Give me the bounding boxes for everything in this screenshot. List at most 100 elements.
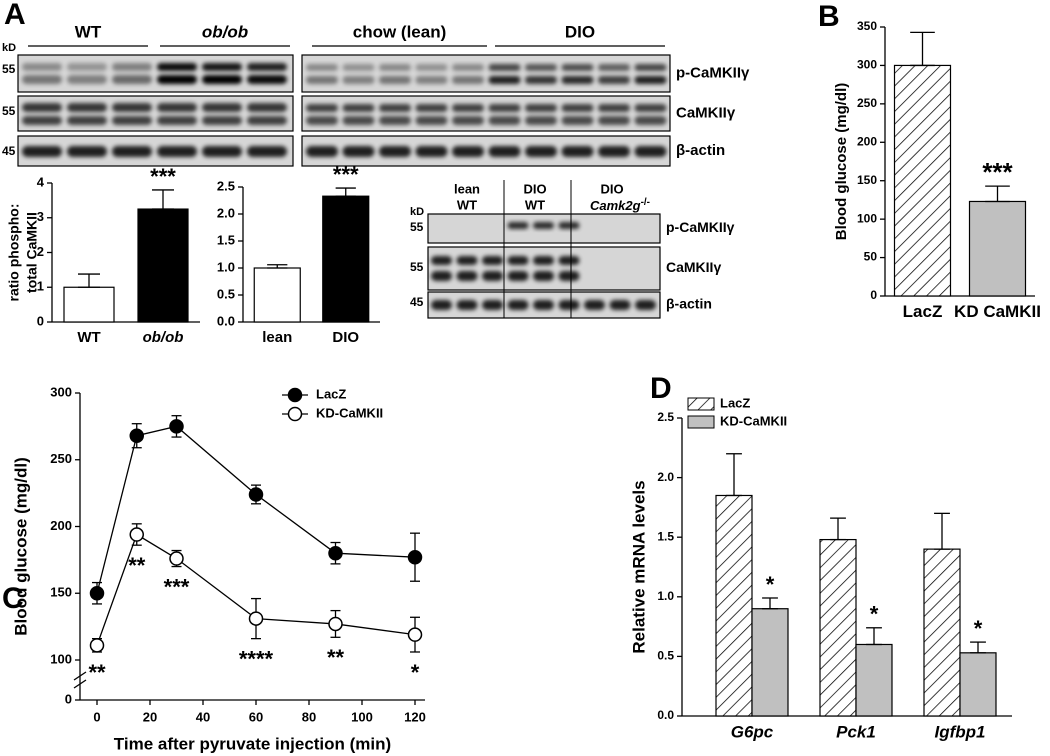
y-tick-label: 200 — [857, 134, 877, 148]
error-bar — [970, 641, 986, 654]
y-tick-label: 50 — [864, 250, 878, 264]
blot-band — [533, 222, 554, 229]
x-tick-label: 60 — [249, 709, 263, 724]
y-tick-label: 0 — [65, 691, 72, 706]
value-annotation: **** — [239, 646, 274, 671]
blot-band — [342, 146, 375, 157]
blot-band — [247, 63, 287, 71]
blot-band — [558, 222, 580, 229]
value-annotation: ** — [88, 660, 106, 685]
kd-marker: 45 — [2, 144, 16, 158]
blot-panel — [301, 54, 671, 93]
blot-band — [306, 104, 338, 112]
blot-band — [561, 146, 594, 157]
y-tick-label: 1.0 — [217, 259, 235, 274]
marker — [169, 419, 184, 434]
x-tick-label: 20 — [143, 709, 157, 724]
blot-band — [202, 75, 242, 84]
y-tick-label: 300 — [50, 384, 72, 399]
blot-band — [342, 104, 375, 112]
blot-band — [507, 300, 529, 310]
error-bar — [762, 597, 778, 610]
panel-label: C — [2, 582, 24, 615]
blot-panel — [17, 54, 294, 93]
blot-band — [306, 76, 338, 84]
value-annotation: *** — [333, 162, 359, 187]
blot-band — [635, 300, 656, 310]
blot-band — [431, 271, 452, 281]
blot-band — [379, 146, 411, 157]
x-tick-label: lean — [262, 329, 292, 346]
blot-band — [452, 104, 484, 112]
row-label: p-CaMKIIγ — [676, 64, 750, 81]
error-bar — [866, 627, 882, 646]
blot-band — [634, 64, 667, 71]
x-tick-label: 80 — [302, 709, 316, 724]
marker — [169, 551, 184, 566]
y-tick-label: 2.0 — [217, 205, 235, 220]
blot-band — [561, 116, 594, 125]
blot-panel — [427, 246, 661, 291]
y-tick-label: 2.0 — [657, 470, 674, 484]
blot-band — [533, 271, 554, 281]
y-tick-label: 1.0 — [657, 589, 674, 603]
blot-band — [306, 116, 338, 125]
blot-band — [488, 146, 521, 157]
blot-band — [342, 116, 375, 125]
blot-band — [247, 75, 287, 84]
blot-band — [379, 76, 411, 84]
group-label: WT — [525, 197, 545, 212]
blot-band — [379, 64, 411, 71]
row-label: p-CaMKIIγ — [666, 219, 735, 235]
blot-band — [598, 116, 630, 125]
x-axis-label: Time after pyruvate injection (min) — [114, 734, 391, 753]
error-bar — [726, 453, 742, 497]
blot-band — [561, 76, 594, 84]
blot-band — [431, 300, 452, 310]
blot-band — [22, 103, 62, 112]
blot-band — [584, 300, 605, 310]
error-bar — [335, 187, 356, 197]
blot-band — [634, 116, 667, 125]
group-label: DIO — [523, 181, 546, 196]
y-axis-label: total CaMKII — [24, 212, 40, 293]
blot-band — [157, 63, 197, 71]
bar — [715, 494, 753, 717]
legend-marker — [287, 387, 303, 403]
kd-marker: 55 — [410, 220, 424, 234]
blot-band — [488, 104, 521, 112]
bar — [855, 643, 893, 717]
blot-panel — [301, 95, 671, 132]
y-tick-label: 200 — [50, 518, 72, 533]
blot-band — [561, 104, 594, 112]
blot-band — [67, 103, 107, 112]
bar — [63, 286, 115, 323]
legend-label: KD-CaMKII — [316, 405, 383, 420]
blot-band — [112, 63, 152, 71]
y-tick-label: 1.5 — [217, 232, 235, 247]
row-label: CaMKIIγ — [676, 104, 736, 121]
y-tick-label: 0 — [37, 313, 44, 328]
x-tick-label-box: LacZ — [903, 302, 943, 321]
y-tick-label: 2.5 — [657, 410, 674, 424]
blot-band — [525, 104, 557, 112]
blot-band — [112, 146, 152, 157]
y-tick-label: 0.0 — [217, 313, 235, 328]
marker — [89, 586, 105, 601]
marker — [248, 487, 264, 502]
x-tick-label-box: KD CaMKII — [954, 302, 1041, 321]
blot-band — [634, 104, 667, 112]
panel-label: D — [650, 372, 672, 405]
blot-band — [598, 146, 630, 157]
blot-band — [456, 300, 478, 310]
blot-band — [482, 300, 503, 310]
blot-band — [482, 256, 503, 265]
marker — [248, 611, 264, 626]
blot-band — [342, 76, 375, 84]
blot-band — [452, 146, 484, 157]
y-tick-label: 1.5 — [657, 529, 674, 543]
x-tick-label: ob/ob — [143, 329, 184, 346]
error-bar — [910, 31, 935, 67]
legend-label: LacZ — [720, 395, 750, 410]
